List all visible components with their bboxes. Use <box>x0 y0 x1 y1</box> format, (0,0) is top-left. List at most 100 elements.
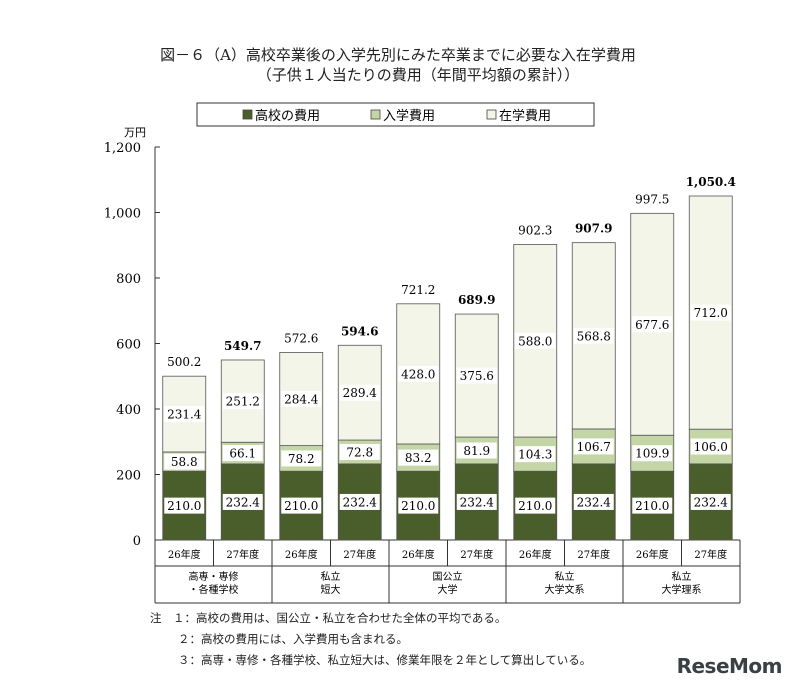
data-label-bg <box>690 493 731 510</box>
total-label: 997.5 <box>635 192 669 206</box>
legend-swatch-2 <box>486 109 497 120</box>
data-label: 428.0 <box>401 367 435 381</box>
data-label-bg <box>164 406 205 423</box>
x-tick-label: 27年度 <box>343 548 376 561</box>
total-label: 907.9 <box>575 222 613 236</box>
data-label-bg <box>456 367 497 384</box>
data-label-bg <box>339 443 380 460</box>
data-label: 72.8 <box>346 445 373 459</box>
legend-swatch-1 <box>370 109 381 120</box>
data-label-bg <box>164 497 205 514</box>
x-tick-label: 27年度 <box>577 548 610 561</box>
y-tick-label: 400 <box>116 403 141 418</box>
y-tick-label: 1,200 <box>104 141 141 156</box>
group-label: 私立 <box>672 570 692 583</box>
data-label-bg <box>573 327 614 344</box>
data-label: 104.3 <box>518 448 552 462</box>
total-label: 1,050.4 <box>686 175 736 189</box>
x-tick-label: 26年度 <box>636 548 669 561</box>
legend-label-1: 入学費用 <box>383 108 435 124</box>
data-label-bg <box>339 493 380 510</box>
data-label-bg <box>398 497 439 514</box>
y-tick-label: 800 <box>116 272 141 287</box>
data-label-bg <box>573 493 614 510</box>
data-label: 210.0 <box>167 499 201 513</box>
x-tick-label: 26年度 <box>402 548 435 561</box>
group-label: 大学 <box>438 583 458 596</box>
y-unit-label: 万円 <box>124 126 146 139</box>
data-label: 109.9 <box>635 447 669 461</box>
y-tick-label: 1,000 <box>104 207 141 222</box>
data-label: 58.8 <box>171 455 198 469</box>
data-label-bg <box>632 497 673 514</box>
note-2: ２：高校の費用には、入学費用も含まれる。 <box>178 632 408 646</box>
x-tick-label: 27年度 <box>226 548 259 561</box>
data-label-bg <box>515 332 556 349</box>
data-label-bg <box>690 304 731 321</box>
data-label: 81.9 <box>463 444 490 458</box>
group-label: 私立 <box>321 570 341 583</box>
total-label: 500.2 <box>167 355 201 369</box>
total-label: 572.6 <box>284 331 318 345</box>
group-label: 短大 <box>321 583 341 596</box>
data-label: 83.2 <box>405 451 432 465</box>
data-label: 210.0 <box>284 499 318 513</box>
data-label: 210.0 <box>635 499 669 513</box>
data-label: 375.6 <box>460 369 494 383</box>
x-tick-label: 27年度 <box>694 548 727 561</box>
data-label-bg <box>281 391 322 408</box>
data-label: 232.4 <box>577 495 612 509</box>
data-label-bg <box>515 497 556 514</box>
data-label-bg <box>632 445 673 462</box>
group-label: 高専・専修 <box>189 570 239 583</box>
data-label: 568.8 <box>577 329 611 343</box>
legend-box <box>196 102 595 127</box>
data-label-bg <box>222 393 263 410</box>
data-label: 232.4 <box>694 495 729 509</box>
group-label: 大学文系 <box>545 583 585 596</box>
note-3: ３：高専・専修・各種学校、私立短大は、修業年限を２年として算出している。 <box>178 653 592 667</box>
total-label: 689.9 <box>458 293 496 307</box>
data-label: 66.1 <box>229 447 256 461</box>
data-label: 106.7 <box>577 440 611 454</box>
brand-logo: ReseMom <box>676 654 783 678</box>
data-label-bg <box>339 384 380 401</box>
data-label: 78.2 <box>288 452 315 466</box>
data-label-bg <box>515 446 556 463</box>
x-tick-label: 26年度 <box>168 548 201 561</box>
group-label: 国公立 <box>433 570 463 583</box>
data-label: 232.4 <box>343 495 378 509</box>
data-label-bg <box>456 493 497 510</box>
total-label: 549.7 <box>224 339 262 353</box>
data-label-bg <box>456 442 497 459</box>
data-label: 232.4 <box>226 495 261 509</box>
data-label-bg <box>164 453 205 470</box>
x-tick-label: 26年度 <box>519 548 552 561</box>
y-tick-label: 0 <box>133 534 141 549</box>
group-label: 大学理系 <box>662 583 702 596</box>
total-label: 902.3 <box>518 223 552 237</box>
y-tick-label: 600 <box>116 338 141 353</box>
total-label: 594.6 <box>341 324 379 338</box>
data-label: 712.0 <box>694 306 728 320</box>
data-label: 289.4 <box>343 386 378 400</box>
legend-label-0: 高校の費用 <box>255 108 320 124</box>
data-label-bg <box>398 449 439 466</box>
data-label-bg <box>222 445 263 462</box>
data-label: 231.4 <box>167 408 202 422</box>
data-label: 106.0 <box>694 440 728 454</box>
data-label-bg <box>690 438 731 455</box>
data-label-bg <box>222 493 263 510</box>
legend-label-2: 在学費用 <box>499 108 551 124</box>
x-tick-label: 26年度 <box>285 548 318 561</box>
total-label: 721.2 <box>401 283 435 297</box>
legend-swatch-0 <box>242 109 253 120</box>
x-tick-label: 27年度 <box>460 548 493 561</box>
data-label: 251.2 <box>226 395 260 409</box>
data-label: 588.0 <box>518 334 552 348</box>
chart-subtitle: （子供１人当たりの費用（年間平均額の累計）） <box>256 66 580 84</box>
data-label: 284.4 <box>284 393 319 407</box>
data-label: 210.0 <box>401 499 435 513</box>
data-label: 232.4 <box>460 495 495 509</box>
